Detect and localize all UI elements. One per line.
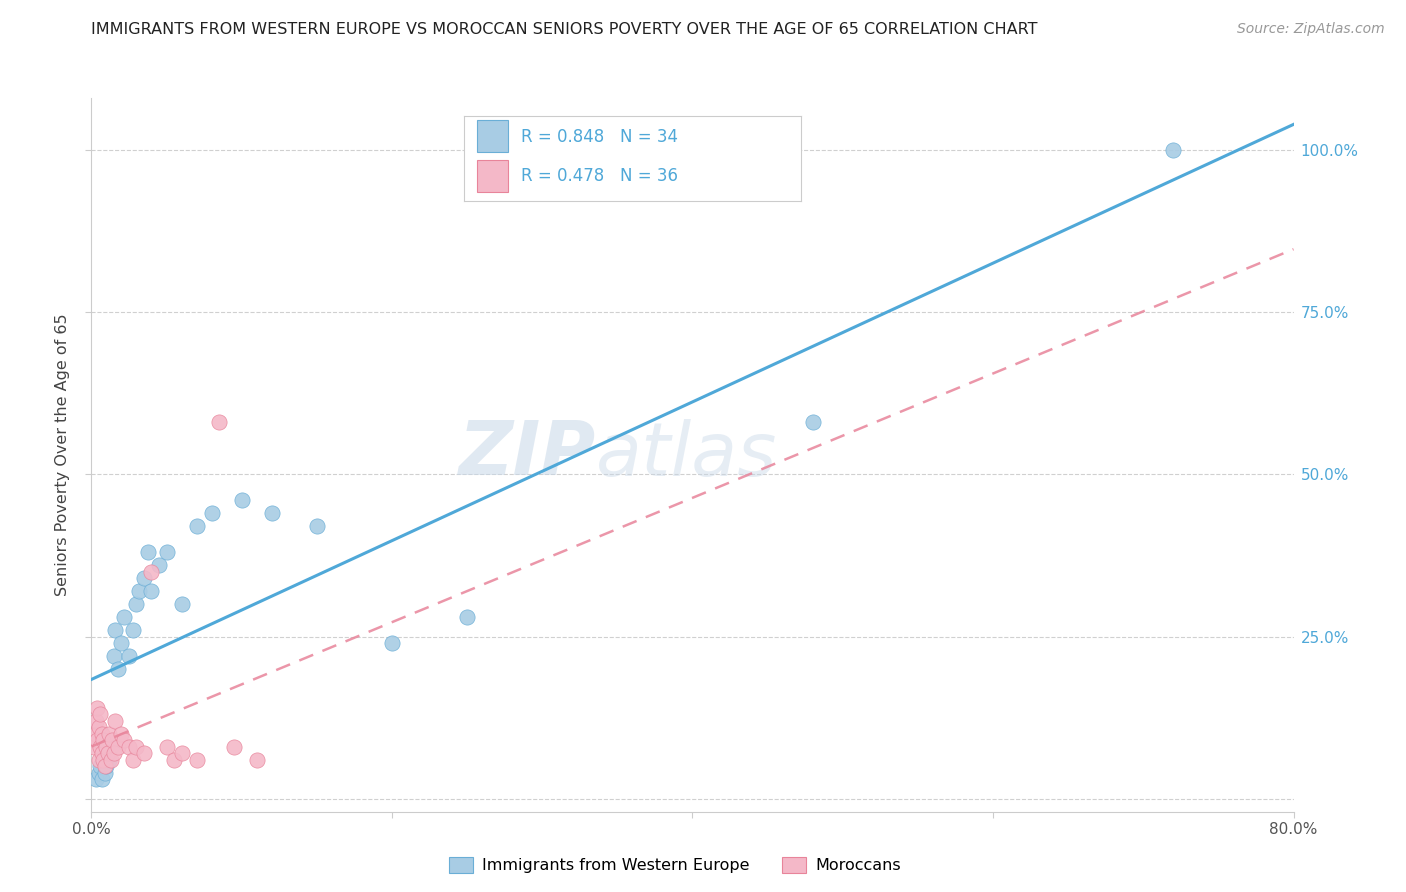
Text: R = 0.848   N = 34: R = 0.848 N = 34: [522, 128, 678, 145]
Point: [122, 753, 145, 767]
Point: [132, 571, 155, 585]
Point: [107, 739, 129, 754]
Point: [101, 733, 124, 747]
Point: [84, 714, 107, 728]
FancyBboxPatch shape: [478, 120, 508, 153]
Point: [94, 759, 117, 773]
Point: [93, 733, 115, 747]
Point: [125, 597, 148, 611]
Point: [86, 733, 108, 747]
Point: [114, 610, 136, 624]
Point: [163, 753, 186, 767]
Point: [231, 493, 253, 508]
Point: [224, 739, 246, 754]
Point: [89, 707, 111, 722]
Point: [246, 753, 269, 767]
Point: [107, 662, 129, 676]
Point: [141, 584, 163, 599]
Point: [100, 739, 122, 754]
Point: [122, 623, 145, 637]
Point: [456, 610, 478, 624]
Point: [87, 720, 110, 734]
Point: [201, 506, 224, 520]
Point: [98, 727, 121, 741]
Point: [97, 747, 120, 761]
Point: [90, 772, 112, 787]
Text: Source: ZipAtlas.com: Source: ZipAtlas.com: [1237, 22, 1385, 37]
Point: [100, 753, 122, 767]
Text: R = 0.478   N = 36: R = 0.478 N = 36: [522, 167, 678, 185]
Point: [104, 714, 127, 728]
Point: [89, 739, 111, 754]
Point: [110, 727, 132, 741]
Point: [84, 727, 107, 741]
Point: [104, 623, 127, 637]
Point: [103, 747, 125, 761]
Point: [125, 739, 148, 754]
Point: [381, 636, 404, 650]
Legend: Immigrants from Western Europe, Moroccans: Immigrants from Western Europe, Moroccan…: [443, 850, 907, 880]
Point: [86, 701, 108, 715]
Point: [89, 759, 111, 773]
Point: [186, 519, 208, 533]
Point: [96, 759, 118, 773]
Point: [170, 597, 193, 611]
Point: [98, 753, 121, 767]
Point: [1161, 143, 1184, 157]
Point: [260, 506, 283, 520]
Point: [155, 739, 177, 754]
Point: [132, 747, 155, 761]
Point: [170, 747, 193, 761]
Point: [87, 753, 110, 767]
Point: [141, 565, 163, 579]
Point: [155, 545, 177, 559]
Point: [87, 765, 110, 780]
Point: [148, 558, 170, 573]
Point: [93, 753, 115, 767]
Point: [305, 519, 328, 533]
Point: [90, 727, 112, 741]
Point: [83, 739, 105, 754]
Point: [94, 765, 117, 780]
Point: [90, 747, 112, 761]
FancyBboxPatch shape: [478, 160, 508, 192]
Point: [118, 739, 141, 754]
Point: [96, 739, 118, 754]
Point: [103, 648, 125, 663]
Text: ZIP: ZIP: [458, 418, 596, 491]
Point: [84, 772, 107, 787]
Point: [97, 747, 120, 761]
Point: [118, 648, 141, 663]
Point: [114, 733, 136, 747]
Point: [110, 636, 132, 650]
Text: atlas: atlas: [596, 419, 778, 491]
Point: [186, 753, 208, 767]
Point: [93, 753, 115, 767]
Text: IMMIGRANTS FROM WESTERN EUROPE VS MOROCCAN SENIORS POVERTY OVER THE AGE OF 65 CO: IMMIGRANTS FROM WESTERN EUROPE VS MOROCC…: [91, 22, 1038, 37]
Point: [138, 545, 160, 559]
Point: [208, 416, 231, 430]
Point: [128, 584, 150, 599]
Y-axis label: Seniors Poverty Over the Age of 65: Seniors Poverty Over the Age of 65: [55, 314, 70, 596]
Point: [801, 416, 824, 430]
